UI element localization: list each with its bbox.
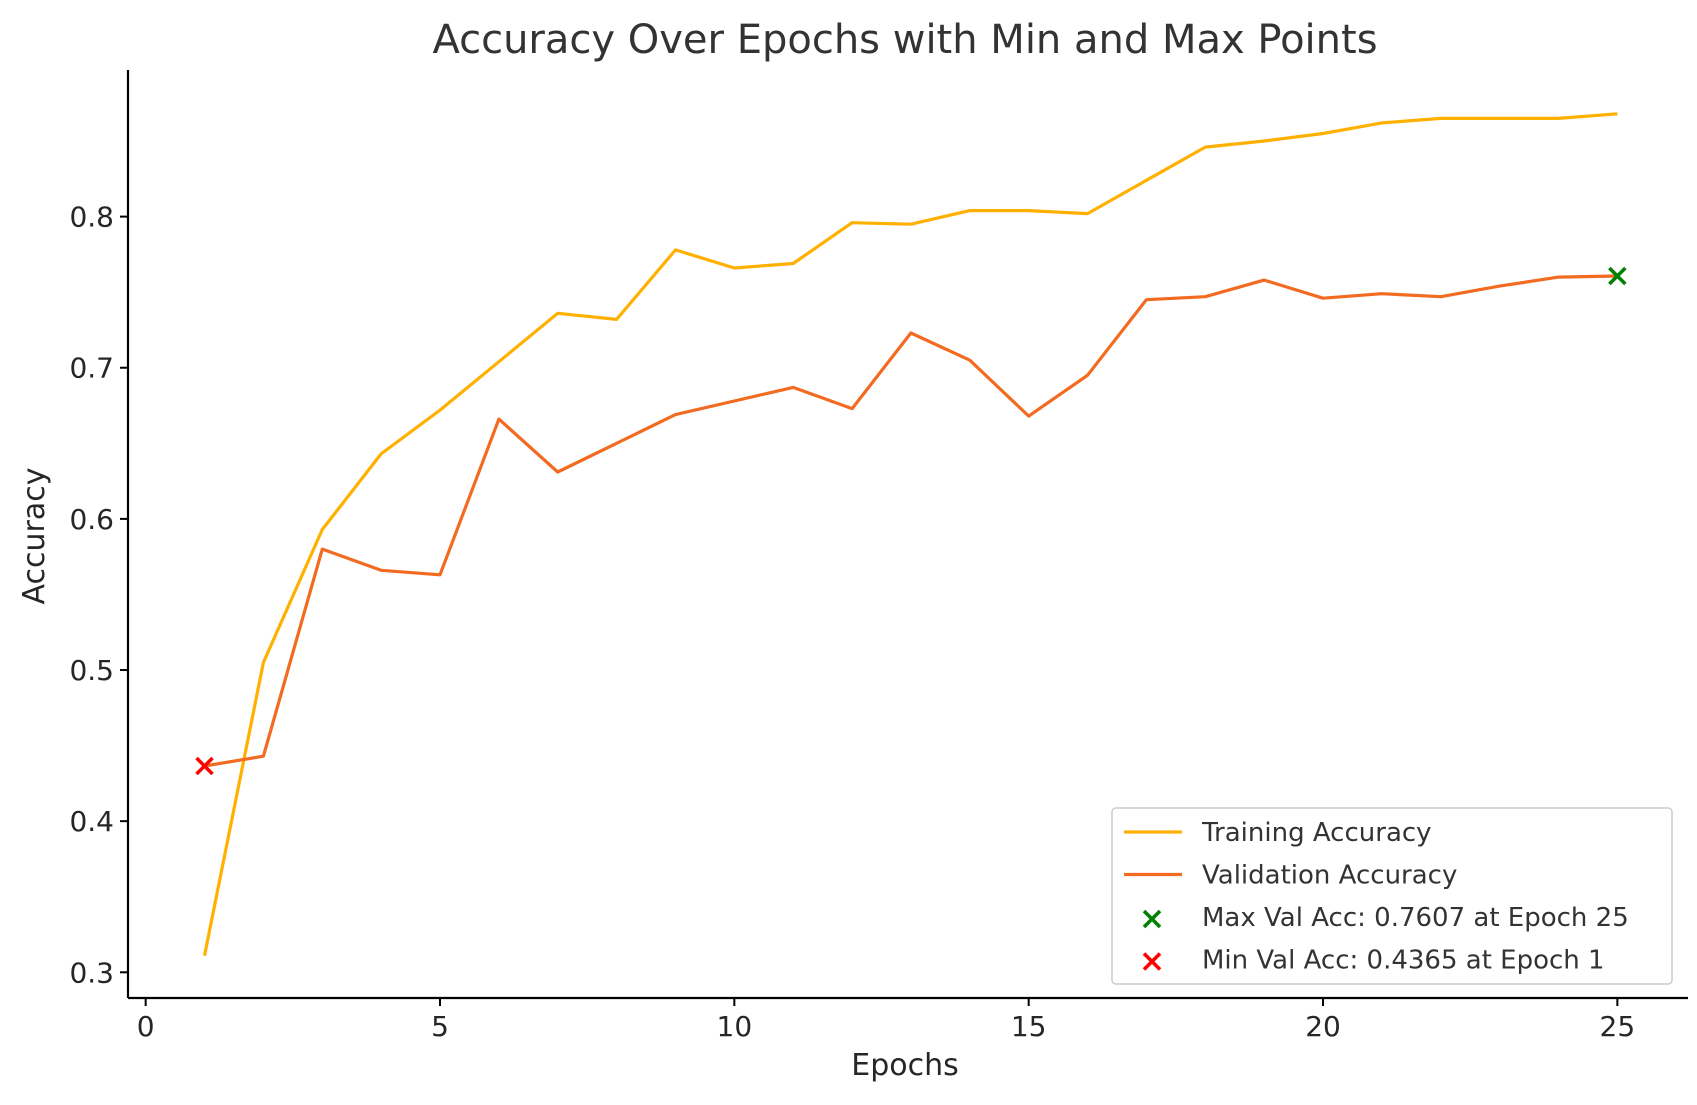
legend-marker-swatch [1142,909,1162,929]
marker-layer [195,266,1627,776]
legend-label: Training Accuracy [1201,818,1432,848]
y-axis-label: Accuracy [17,468,52,605]
legend-entry: Max Val Acc: 0.7607 at Epoch 25 [1142,903,1629,933]
min-val-marker-stroke-b [195,756,214,776]
legend-marker-swatch-stroke-b [1142,952,1162,971]
legend-label: Min Val Acc: 0.4365 at Epoch 1 [1202,946,1605,976]
series-line-validation-accuracy [204,274,1618,768]
legend-entry: Validation Accuracy [1124,861,1457,891]
x-tick-label: 5 [431,1010,449,1043]
y-tick-label: 0.7 [69,352,114,385]
legend-entry: Training Accuracy [1124,818,1432,848]
x-axis-label: Epochs [851,1048,959,1083]
series-layer [202,112,1618,957]
legend-marker-swatch-stroke-b [1142,909,1162,929]
legend-marker-swatch [1142,952,1162,971]
y-tick-label: 0.5 [69,654,114,687]
y-tick-label: 0.3 [69,956,114,989]
ticks: 0 5 10 15 20 25 0.3 0.4 0.5 0.6 0.7 0.8 [69,201,1635,1043]
x-tick-label: 15 [1011,1010,1047,1043]
min-val-marker [195,756,214,776]
x-tick-label: 20 [1305,1010,1341,1043]
max-val-marker [1608,266,1627,286]
legend-box [1111,807,1673,985]
legend-label: Max Val Acc: 0.7607 at Epoch 25 [1202,903,1629,933]
y-tick-label: 0.4 [69,805,114,838]
legend: Training Accuracy Validation Accuracy Max … [1111,807,1673,985]
x-tick-label: 25 [1600,1010,1636,1043]
x-tick-label: 0 [137,1010,155,1043]
x-tick-label: 10 [717,1010,753,1043]
legend-entry: Min Val Acc: 0.4365 at Epoch 1 [1142,946,1605,976]
axes [126,70,1688,1000]
y-tick-label: 0.8 [69,201,114,234]
legend-label: Validation Accuracy [1202,861,1457,891]
chart-title: Accuracy Over Epochs with Min and Max Po… [432,17,1377,63]
max-val-marker-stroke-b [1608,266,1627,286]
series-line-training-accuracy [202,112,1618,957]
y-tick-label: 0.6 [69,503,114,536]
